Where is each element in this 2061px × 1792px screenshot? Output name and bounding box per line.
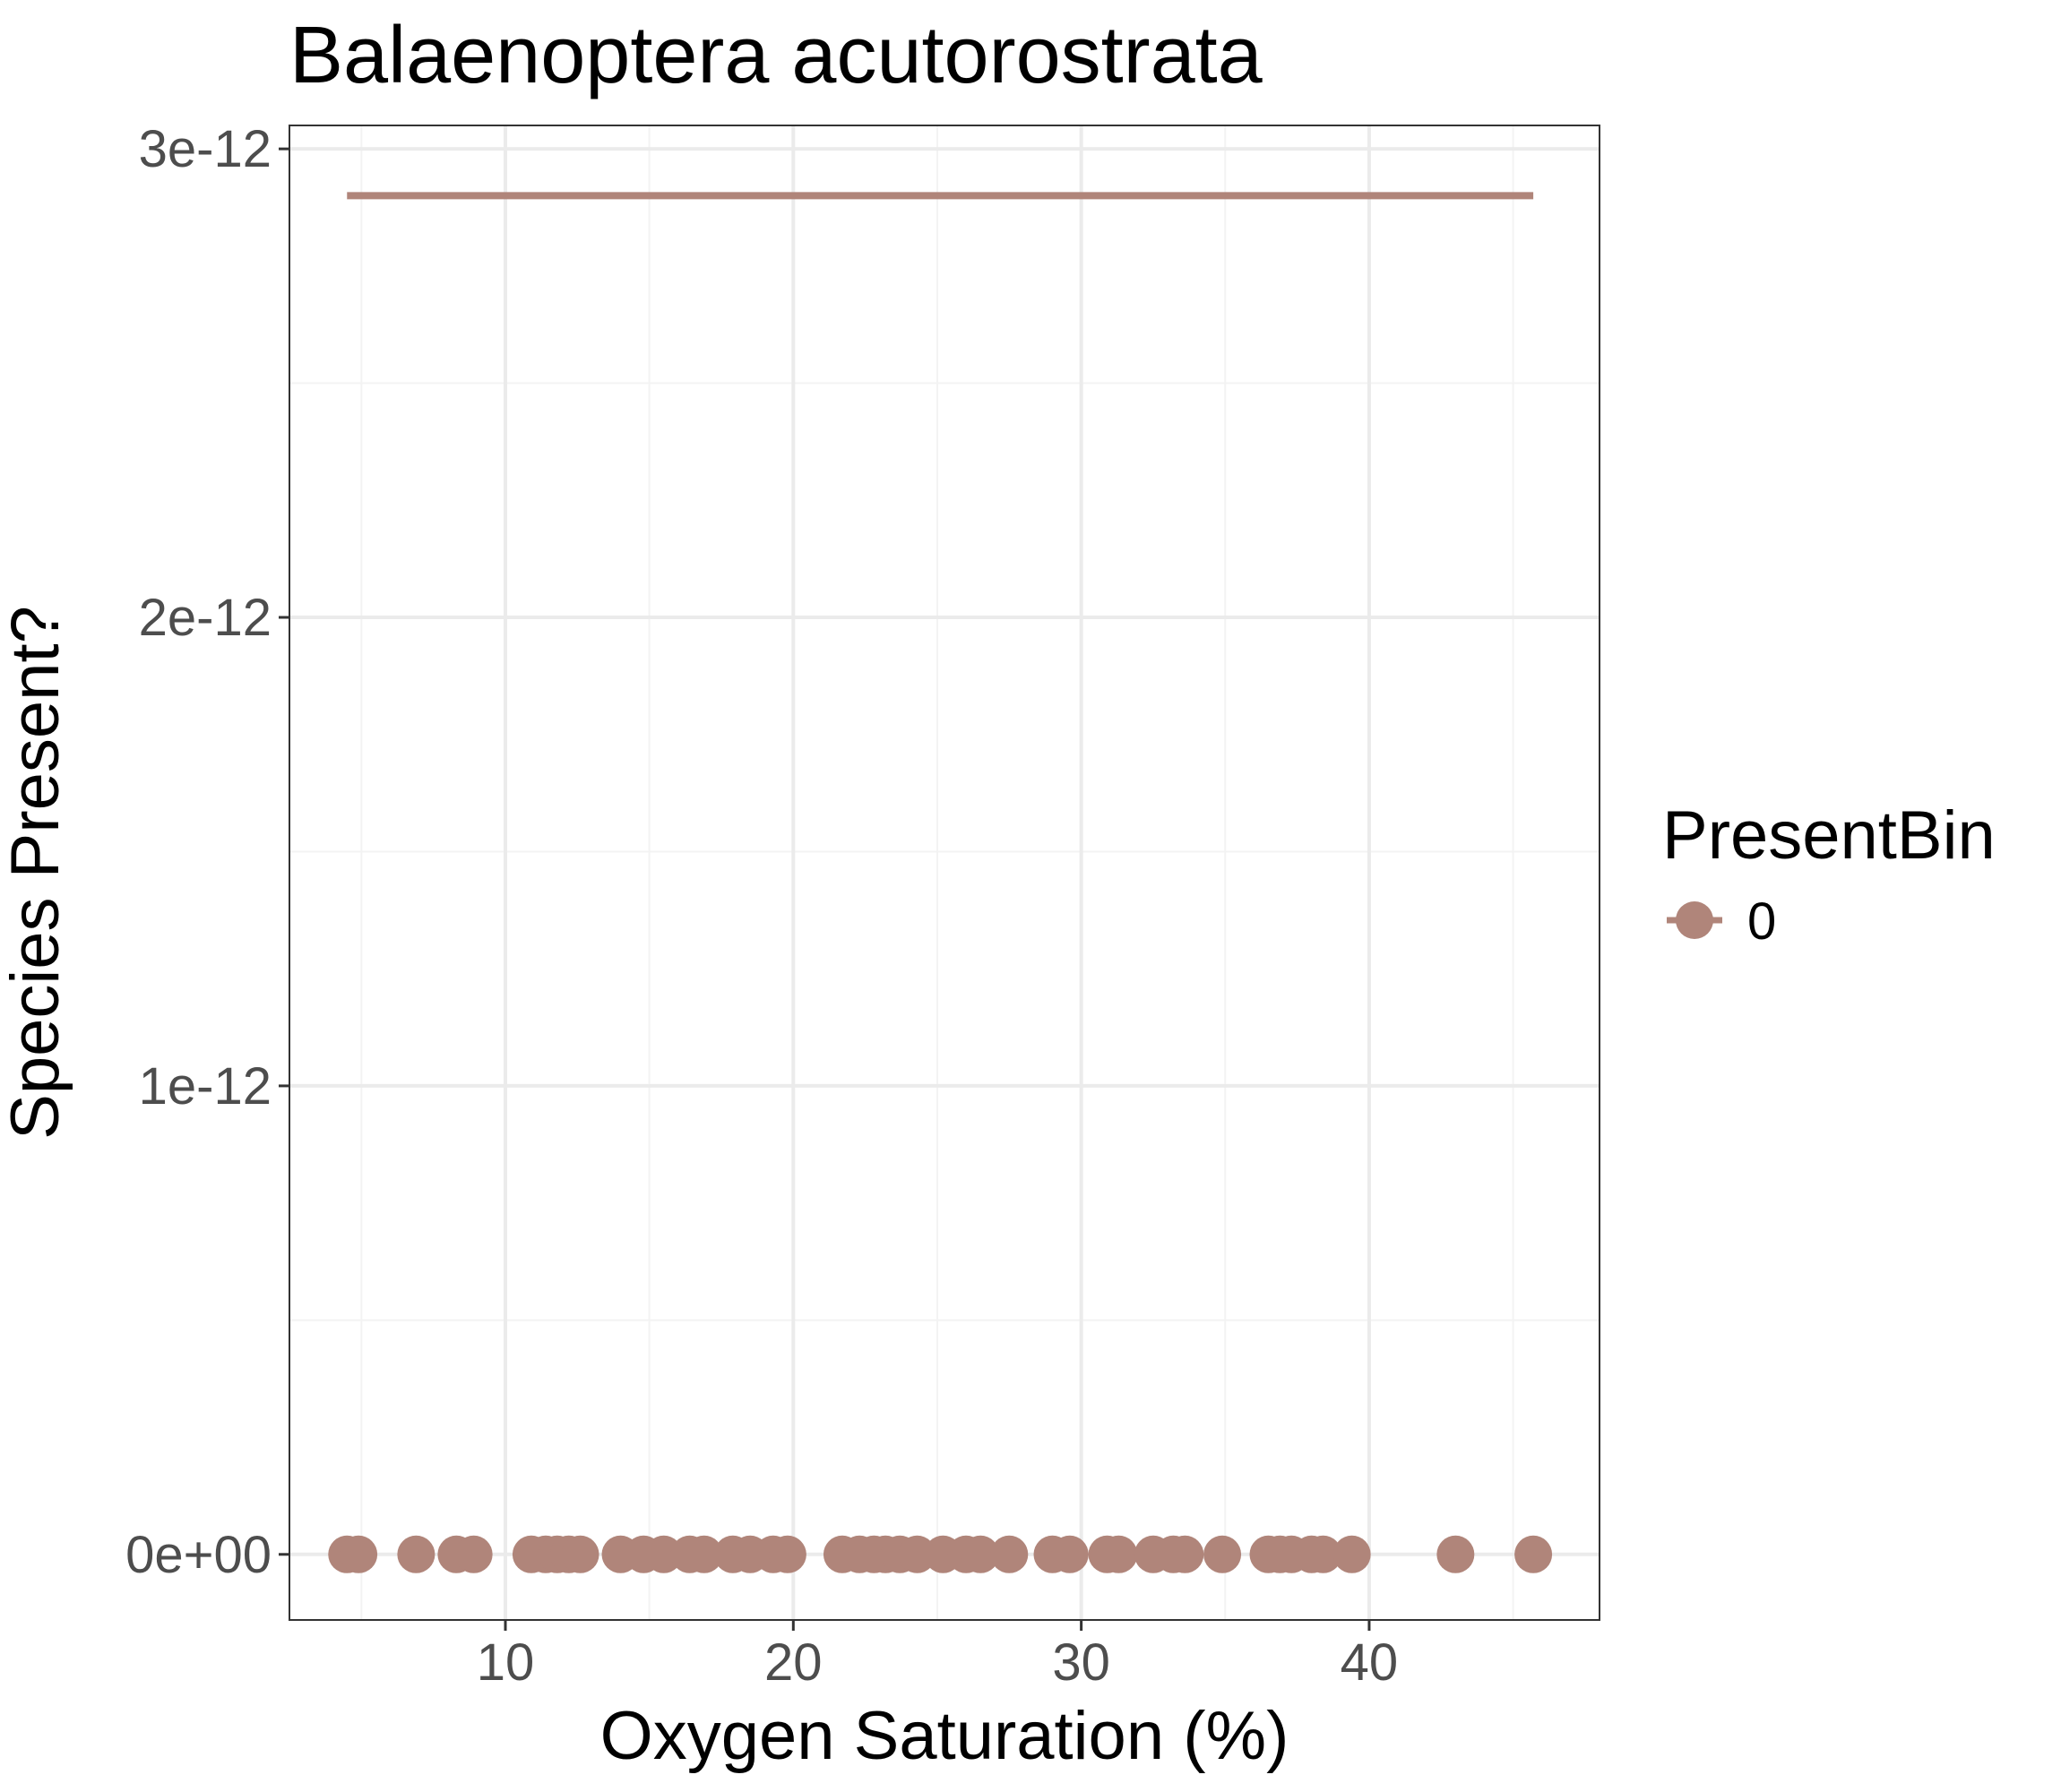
y-tick-label: 2e-12 [139, 589, 272, 647]
data-point [1050, 1535, 1089, 1573]
x-axis: 10 20 30 40 [477, 1620, 1398, 1692]
y-axis-title: Species Present? [0, 606, 73, 1140]
x-tick-label: 30 [1052, 1633, 1110, 1692]
data-point [898, 1535, 936, 1573]
y-axis: 0e+00 1e-12 2e-12 3e-12 [125, 120, 289, 1584]
y-tick-label: 0e+00 [125, 1526, 272, 1584]
y-tick-label: 3e-12 [139, 120, 272, 178]
data-point [1436, 1535, 1475, 1573]
data-points [328, 1535, 1553, 1573]
data-point [685, 1535, 723, 1573]
data-point [1332, 1535, 1371, 1573]
data-point [990, 1535, 1029, 1573]
x-axis-title: Oxygen Saturation (%) [600, 1698, 1289, 1774]
x-tick-label: 10 [477, 1633, 535, 1692]
data-point [1166, 1535, 1204, 1573]
data-point [962, 1535, 1000, 1573]
data-point [1203, 1535, 1242, 1573]
data-point [340, 1535, 378, 1573]
plot-panel-border [289, 125, 1600, 1621]
legend-entry-label: 0 [1747, 892, 1776, 951]
chart-title: Balaenoptera acutorostrata [289, 11, 1263, 100]
legend-title: PresentBin [1662, 797, 1996, 874]
legend-key-point [1676, 901, 1713, 939]
x-tick-label: 20 [764, 1633, 823, 1692]
data-point [1514, 1535, 1553, 1573]
data-point [644, 1535, 683, 1573]
data-point [397, 1535, 435, 1573]
data-point [1099, 1535, 1138, 1573]
data-point [561, 1535, 599, 1573]
grid [289, 125, 1600, 1620]
y-tick-label: 1e-12 [139, 1057, 272, 1116]
legend: PresentBin 0 [1662, 797, 1996, 951]
data-point [1304, 1535, 1342, 1573]
x-tick-label: 40 [1341, 1633, 1399, 1692]
data-point [768, 1535, 806, 1573]
data-point [454, 1535, 493, 1573]
